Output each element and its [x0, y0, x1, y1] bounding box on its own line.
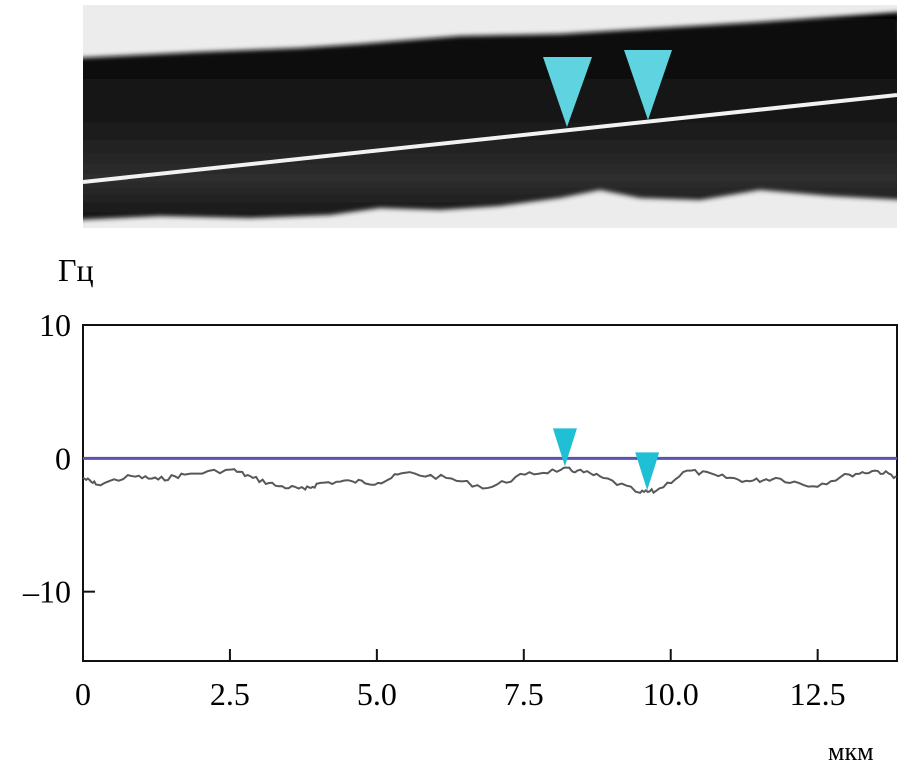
y-tick-label: 10 — [39, 307, 71, 343]
x-tick-label: 12.5 — [790, 676, 846, 712]
x-tick-label: 7.5 — [504, 676, 544, 712]
series-line — [82, 466, 897, 495]
arrowhead-marker-icon — [624, 50, 672, 120]
y-tick-label: –10 — [22, 574, 71, 610]
fiber-band — [83, 12, 897, 220]
y-axis-label: Гц — [58, 252, 94, 288]
arrowhead-marker-icon — [635, 452, 660, 491]
arrowhead-marker-icon — [543, 57, 592, 127]
micrograph — [83, 5, 897, 228]
x-axis: 0 2.5 5.0 7.5 10.0 12.5 — [75, 649, 846, 712]
x-tick-label: 5.0 — [357, 676, 397, 712]
markers — [552, 428, 660, 491]
x-tick-label: 10.0 — [643, 676, 699, 712]
profile-scan-line — [83, 93, 897, 184]
x-tick-label: 0 — [75, 676, 91, 712]
y-tick-label: 0 — [55, 440, 71, 476]
x-tick-label: 2.5 — [210, 676, 250, 712]
x-axis-label: мкм — [828, 737, 874, 766]
arrowhead-marker-icon — [552, 428, 577, 467]
plot-frame — [82, 324, 898, 662]
